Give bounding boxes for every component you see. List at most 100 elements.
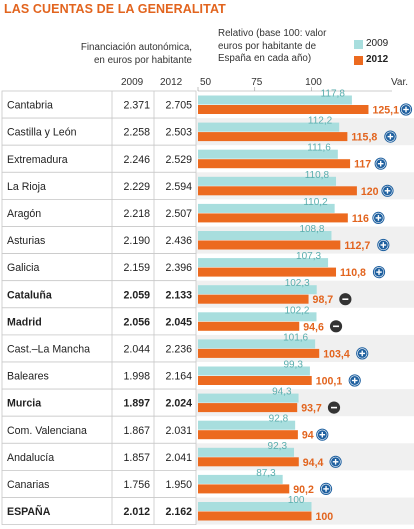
euros-2012-value: 2.164 [165,371,192,383]
value-label-2012: 93,7 [301,403,322,415]
value-label-2012: 125,1 [372,105,399,117]
region-name: Galicia [7,262,39,274]
region-name: La Rioja [7,181,46,193]
euros-header: Financiación autonómica, en euros por ha… [40,42,192,67]
euros-2012-value: 1.950 [165,479,192,491]
increase-plus-icon [372,211,385,224]
value-label-2012: 98,7 [313,294,334,306]
euros-2009-value: 2.159 [123,262,150,274]
value-label-2009: 99,3 [283,360,303,371]
increase-plus-icon [399,103,413,116]
value-label-2012: 94,4 [303,457,324,469]
bar-2012 [198,484,290,494]
increase-plus-icon [319,482,333,495]
value-label-2012: 100,1 [316,376,343,388]
euros-2012-value: 2.031 [165,425,192,437]
euros-2009-value: 2.059 [123,289,150,301]
bar-2009 [198,312,317,322]
bar-2012 [198,132,348,142]
increase-plus-icon [384,130,397,143]
bar-2012 [198,267,337,277]
bar-2009 [198,203,335,213]
value-label-2009: 111,6 [307,143,331,154]
bar-2012 [198,403,298,413]
row-band [196,118,414,146]
bar-2012 [198,321,300,331]
value-label-2012: 117 [354,159,371,171]
bar-2009 [198,393,299,403]
region-name: Asturias [7,235,45,247]
euros-2009-value: 1.867 [123,425,150,437]
increase-plus-icon [372,266,386,279]
value-label-2009: 117,8 [321,89,346,100]
bar-2012 [198,348,320,358]
bar-2009 [198,474,283,484]
legend-swatch-2009 [354,40,363,49]
euros-2009-value: 2.246 [123,154,150,166]
euros-2012-value: 2.503 [165,127,192,139]
table-row [1,361,197,390]
value-label-2009: 100 [288,495,305,506]
euros-2009-value: 2.258 [123,127,150,139]
x-tick-label-75: 75 [251,77,263,88]
bar-2009 [198,339,316,349]
euros-2012-value: 2.594 [165,181,192,193]
euros-2012-value: 2.162 [165,506,192,518]
value-label-2012: 110,8 [340,267,366,279]
table-row [1,226,197,255]
bar-2012 [198,159,351,169]
table-row [1,117,197,146]
value-label-2009: 102,3 [285,278,310,289]
euros-2012-value: 2.041 [165,452,192,464]
euros-2012-value: 2.705 [165,100,192,112]
euros-2009-value: 2.012 [123,506,150,518]
region-name: Aragón [7,208,41,220]
row-band [196,497,414,525]
bar-2012 [198,511,312,521]
table-row [1,442,197,471]
value-label-2009: 107,3 [296,251,321,262]
region-name: Madrid [7,316,42,328]
table-row [1,469,197,498]
increase-plus-icon [377,238,390,252]
region-name: Canarias [7,479,49,491]
increase-plus-icon [329,455,342,468]
value-label-2009: 110,8 [305,170,330,181]
value-label-2012: 94,6 [303,321,324,333]
value-label-2012: 100 [316,511,334,523]
relative-header: Relativo (base 100: valor euros por habi… [218,28,348,66]
increase-plus-icon [316,428,329,441]
bar-2009 [198,447,295,457]
table-row [1,388,197,417]
euros-2009-value: 1.897 [123,398,150,410]
table-row [1,280,197,309]
euros-2009-value: 2.218 [123,208,150,220]
relative-header-line-1: Relativo (base 100: valor [218,28,327,39]
region-name: Castilla y León [7,127,77,139]
x-tick-label-100: 100 [305,77,322,88]
euros-2009-value: 2.371 [123,100,150,112]
table-row [1,497,197,526]
euros-2012-value: 2.045 [165,316,192,328]
bar-2009 [198,502,312,511]
value-label-2012: 120 [361,186,379,198]
year-header-2009: 2009 [121,77,144,88]
region-name: Extremadura [7,154,68,166]
region-name: Murcia [7,398,41,410]
table-row [1,198,197,227]
legend-label-2009: 2009 [366,38,389,49]
euros-2012-value: 2.396 [165,262,192,274]
euros-2009-value: 1.857 [123,452,150,464]
value-label-2012: 115,8 [351,132,377,144]
euros-2012-value: 2.507 [165,208,192,220]
value-label-2009: 108,8 [299,224,324,235]
bar-2009 [198,122,340,132]
variation-header: Var. [391,77,408,88]
value-label-2009: 112,2 [308,116,333,127]
value-label-2012: 90,2 [293,484,314,496]
legend-swatch-2012 [354,56,363,65]
bar-2009 [198,420,296,430]
region-name: Cantabria [7,100,53,112]
euros-2012-value: 2.529 [165,154,192,166]
increase-plus-icon [381,184,394,197]
